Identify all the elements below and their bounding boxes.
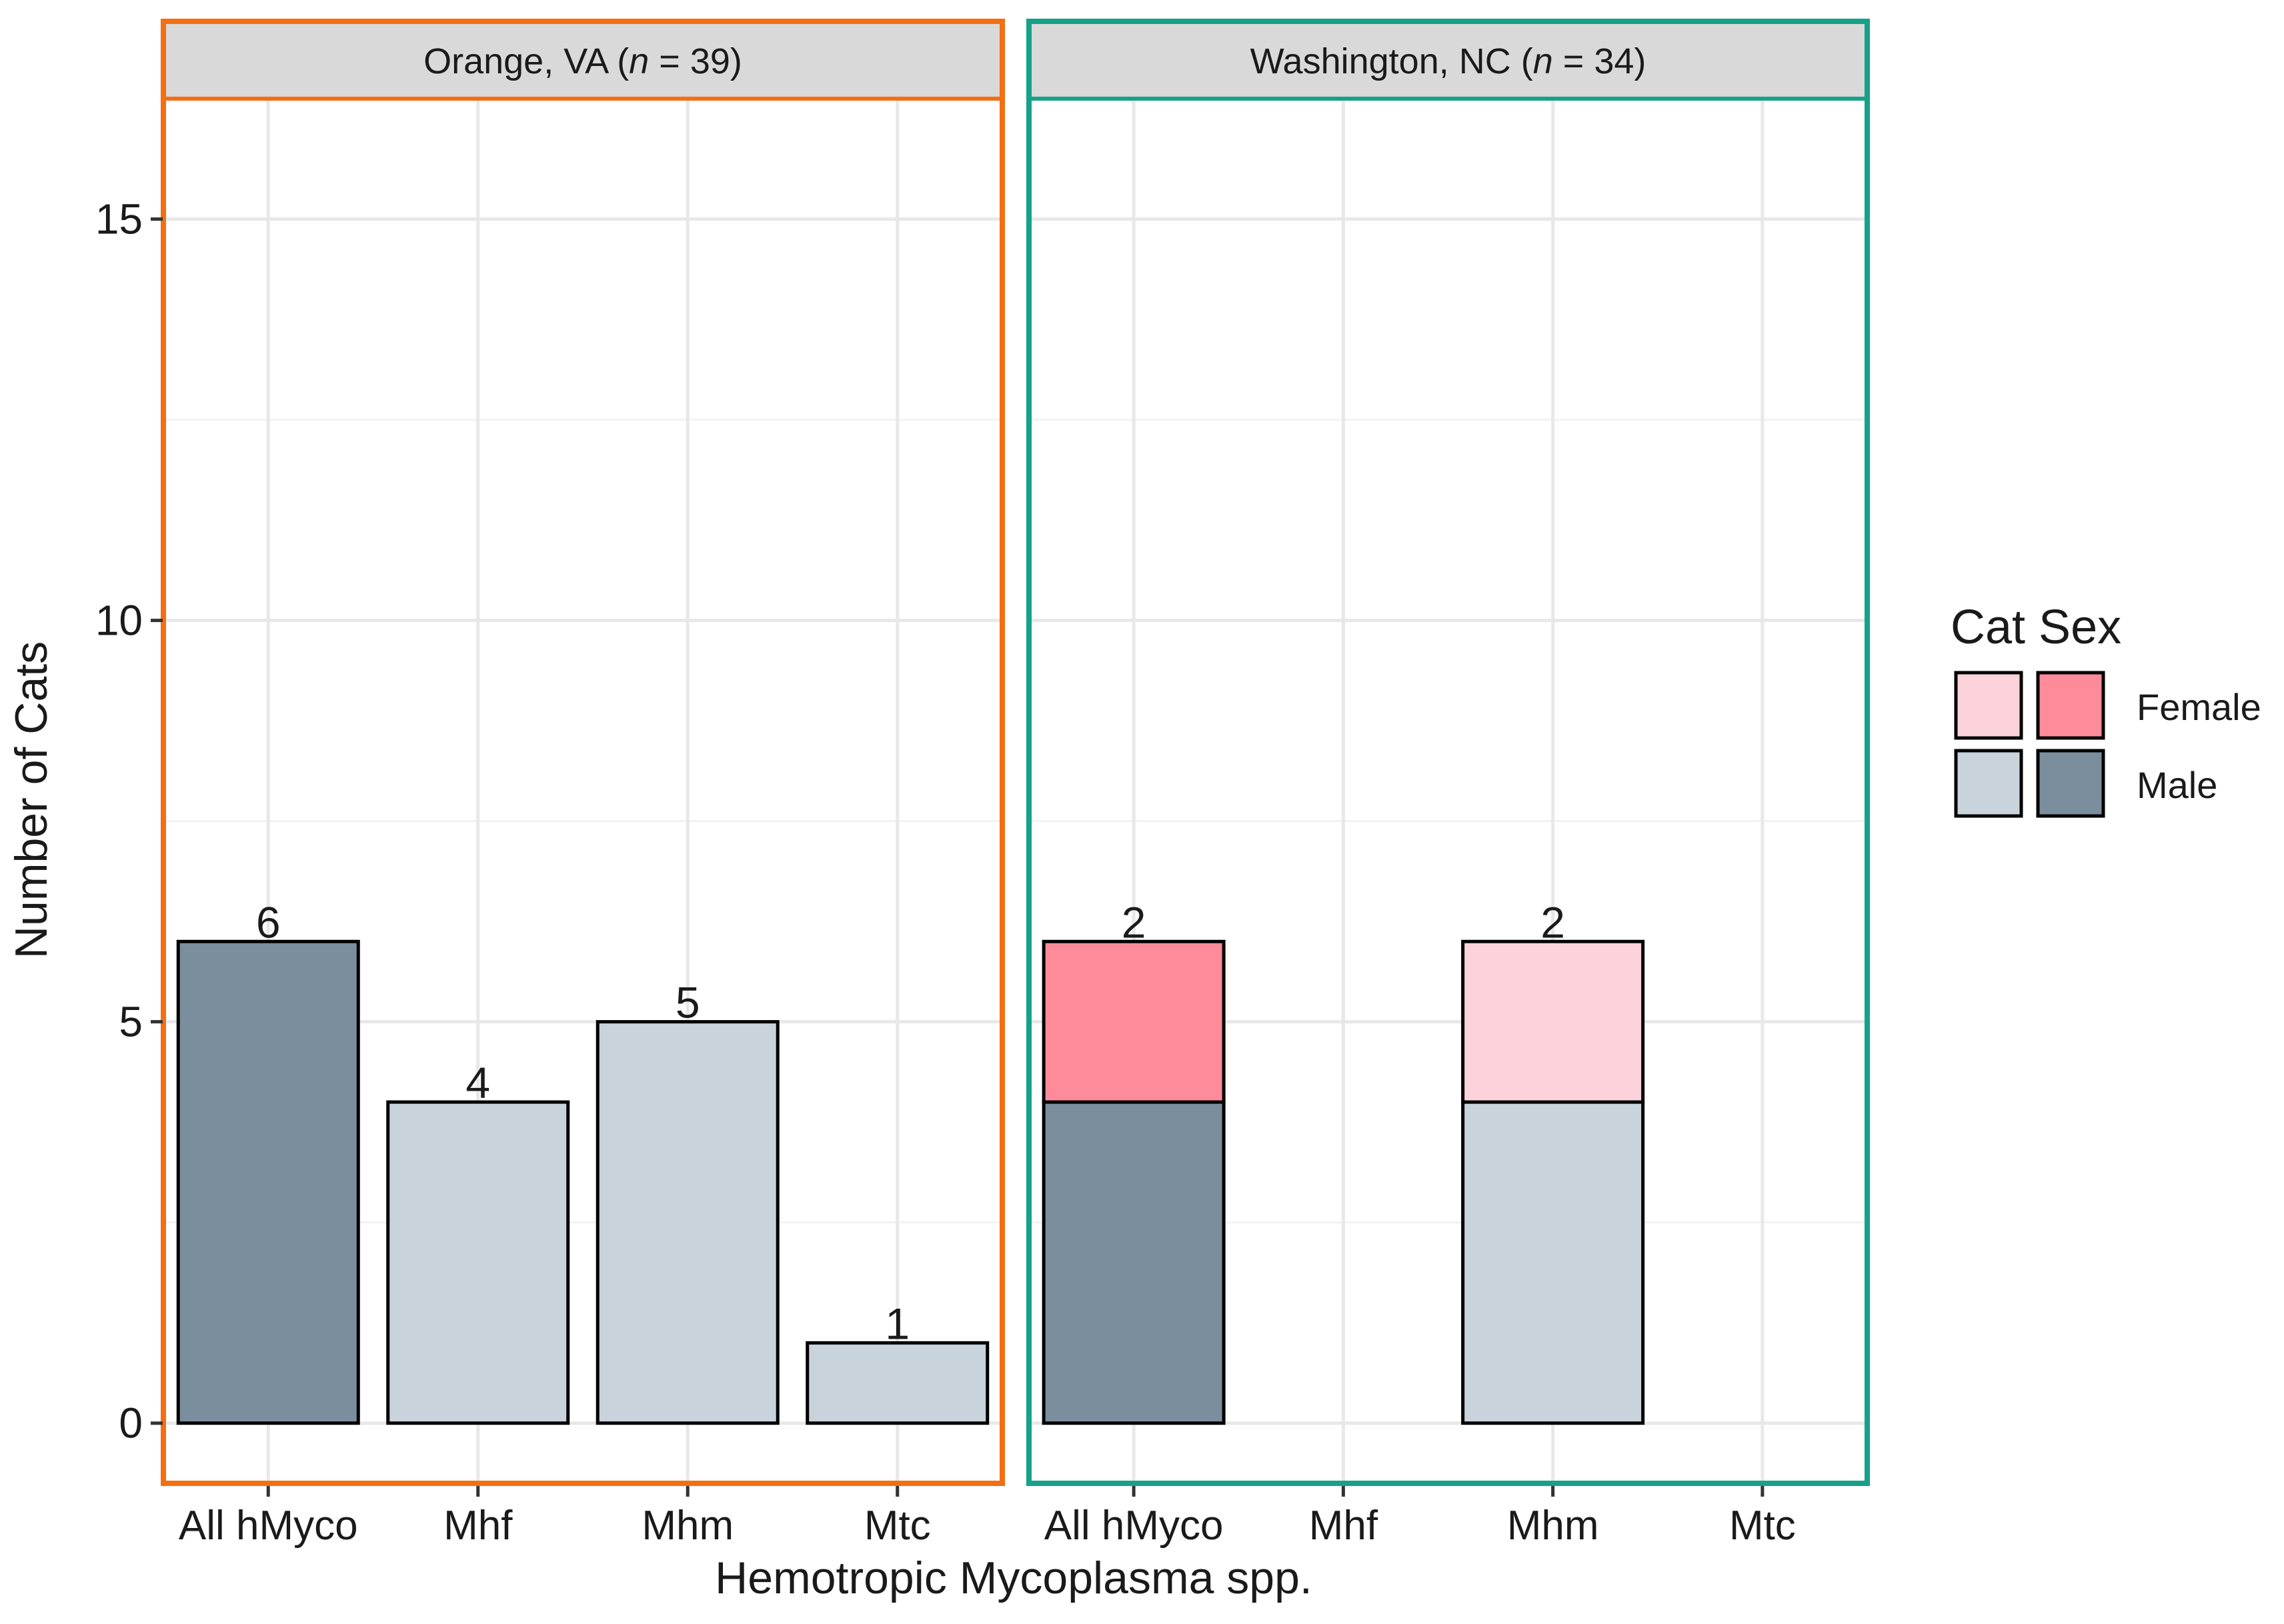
bar-all-hmyco-male bbox=[176, 939, 360, 1425]
facet-strip bbox=[163, 21, 1002, 99]
panel-border bbox=[161, 19, 1005, 1486]
legend-swatch-female bbox=[1954, 671, 2023, 740]
bar-mhf-male bbox=[386, 1100, 570, 1425]
facet-strip-label: Orange, VA (n = 39) bbox=[423, 41, 742, 81]
x-tick-label: Mhf bbox=[443, 1503, 513, 1549]
y-tick-label: 15 bbox=[95, 195, 143, 243]
panel-border bbox=[1026, 19, 1870, 1486]
bar-mhm-male bbox=[596, 1020, 780, 1425]
bar-all-hmyco-male bbox=[1042, 1100, 1226, 1425]
bar-value-label: 6 bbox=[256, 897, 281, 947]
y-tick-label: 0 bbox=[119, 1399, 143, 1447]
facet-strip bbox=[1029, 21, 1867, 99]
panel-2: 4242Washington, NC (n = 34)All hMycoMhfM… bbox=[1026, 19, 1870, 1549]
x-tick-label: Mtc bbox=[864, 1503, 931, 1549]
bar-mtc-male bbox=[806, 1341, 990, 1425]
bar-value-label: 4 bbox=[465, 1058, 490, 1107]
y-tick-label: 10 bbox=[95, 597, 143, 645]
legend: Cat Sex Female Male bbox=[1951, 601, 2261, 819]
bar-value-label: 2 bbox=[1540, 897, 1565, 947]
y-axis-title: Number of Cats bbox=[6, 641, 57, 959]
x-tick-label: All hMyco bbox=[179, 1503, 358, 1549]
facet-strip-label: Washington, NC (n = 34) bbox=[1250, 41, 1646, 81]
x-tick-label: Mtc bbox=[1729, 1503, 1796, 1549]
x-tick-label: Mhm bbox=[642, 1503, 734, 1549]
legend-swatch-male bbox=[2036, 749, 2105, 818]
legend-label-male: Male bbox=[2137, 764, 2217, 806]
panel-1: 6 4 5 1 Orange, VA (n = 39) All hMyco Mhf Mhm Mt… bbox=[161, 19, 1005, 1549]
bar-value-label: 2 bbox=[1122, 897, 1146, 947]
x-tick-label: All hMyco bbox=[1044, 1503, 1224, 1549]
bar-value-label: 5 bbox=[676, 978, 700, 1027]
legend-title: Cat Sex bbox=[1951, 601, 2121, 654]
x-tick-label: Mhf bbox=[1309, 1503, 1378, 1549]
bar-mhm-male bbox=[1461, 1100, 1645, 1425]
x-tick-label: Mhm bbox=[1507, 1503, 1599, 1549]
legend-swatch-female bbox=[2036, 671, 2105, 740]
x-axis-title: Hemotropic Mycoplasma spp. bbox=[715, 1553, 1312, 1603]
bar-mhm-female bbox=[1461, 939, 1645, 1104]
bar-all-hmyco-female bbox=[1042, 939, 1226, 1104]
bar-value-label: 1 bbox=[885, 1299, 910, 1348]
legend-swatch-male bbox=[1954, 749, 2023, 818]
y-tick-label: 5 bbox=[119, 998, 143, 1046]
legend-label-female: Female bbox=[2137, 686, 2261, 728]
